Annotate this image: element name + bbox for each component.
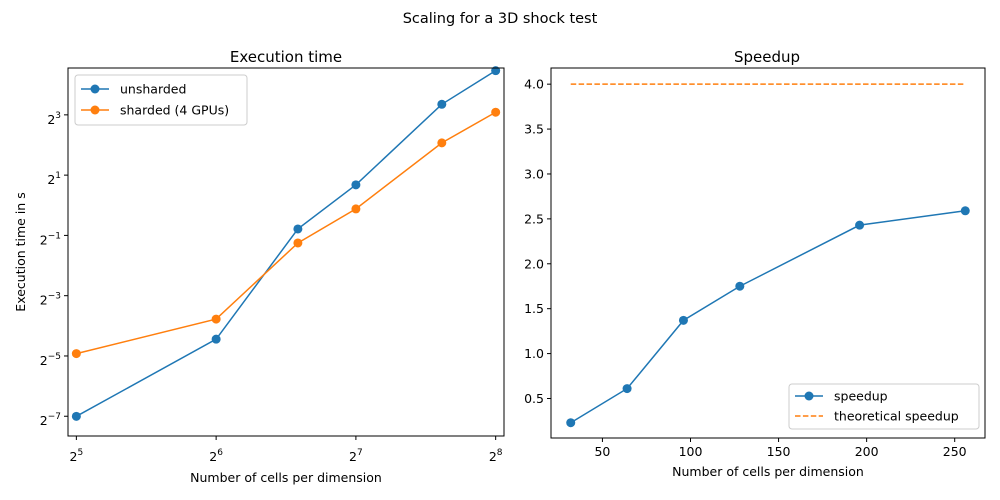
legend-theoretical-label: theoretical speedup (834, 409, 959, 424)
y-tick-label: 2−1 (40, 231, 61, 247)
y-tick-label: 2−5 (40, 352, 61, 368)
y-tick-label: 3.5 (524, 122, 544, 137)
data-point (211, 334, 221, 344)
data-point (491, 107, 501, 117)
data-point (566, 418, 576, 428)
data-point (71, 349, 81, 359)
ticks-layer: 25 26 27 28 2−7 2−5 2−3 2−1 21 23 (40, 111, 503, 464)
data-point (855, 220, 865, 230)
legend-speedup-marker (804, 391, 814, 401)
x-tick-label: 100 (679, 444, 703, 459)
x-axis-label: Number of cells per dimension (672, 464, 864, 479)
series-layer (566, 83, 970, 428)
legend: unsharded sharded (4 GPUs) (74, 74, 248, 126)
data-point (293, 238, 303, 248)
y-tick-label: 1.5 (524, 301, 544, 316)
data-point (735, 281, 745, 291)
data-point (211, 314, 221, 324)
y-tick-label: 4.0 (524, 77, 544, 92)
chart-title: Speedup (734, 48, 800, 66)
y-tick-label: 0.5 (524, 391, 544, 406)
y-tick-label: 21 (47, 171, 61, 187)
legend-speedup-label: speedup (834, 389, 888, 404)
chart-title: Execution time (230, 48, 342, 66)
x-tick-label: 25 (70, 448, 84, 464)
legend-frame (74, 74, 248, 126)
legend-sharded-label: sharded (4 GPUs) (120, 103, 229, 118)
y-tick-label: 1.0 (524, 346, 544, 361)
data-point (437, 99, 447, 109)
x-axis-label: Number of cells per dimension (190, 470, 382, 485)
x-tick-label: 250 (943, 444, 967, 459)
figure-suptitle: Scaling for a 3D shock test (403, 11, 598, 27)
legend-unsharded-label: unsharded (120, 82, 186, 97)
x-tick-label: 50 (594, 444, 610, 459)
data-point (622, 384, 632, 394)
series-line (570, 210, 966, 424)
chart-speedup: Speedup 50 100 150 200 250 0.5 1.0 1.5 2.0 2.5 3.0… (524, 48, 986, 479)
legend-unsharded-marker (90, 84, 100, 94)
x-tick-label: 200 (855, 444, 879, 459)
data-point (960, 206, 970, 216)
chart-execution-time: Execution time 25 26 27 282−72−52−32−12123 … (13, 48, 505, 485)
plot-frame (550, 67, 986, 439)
y-tick-label: 2.5 (524, 211, 544, 226)
legend-sharded-marker (90, 105, 100, 115)
data-point (678, 315, 688, 325)
x-tick-label: 27 (349, 448, 363, 464)
data-point (351, 180, 361, 190)
x-tick-label: 26 (209, 448, 223, 464)
data-point (351, 204, 361, 214)
ticks-layer: 50 100 150 200 250 0.5 1.0 1.5 2.0 2.5 3.0 3.5 4.0 (524, 77, 967, 459)
series-line (76, 70, 497, 417)
data-point (437, 138, 447, 148)
legend: speedup theoretical speedup (788, 383, 980, 430)
y-tick-label: 3.0 (524, 166, 544, 181)
y-tick-label: 2.0 (524, 256, 544, 271)
data-point (293, 224, 303, 234)
y-tick-label: 23 (47, 111, 61, 127)
series-layer (71, 66, 501, 421)
legend-frame (788, 383, 980, 430)
y-tick-label: 2−3 (40, 292, 61, 308)
plot-frame (67, 67, 505, 437)
y-axis-label: Execution time in s (13, 192, 28, 311)
x-tick-label: 150 (767, 444, 791, 459)
x-tick-label: 28 (489, 448, 503, 464)
series-line (76, 111, 497, 355)
y-tick-label: 2−7 (40, 412, 61, 428)
data-point (71, 411, 81, 421)
